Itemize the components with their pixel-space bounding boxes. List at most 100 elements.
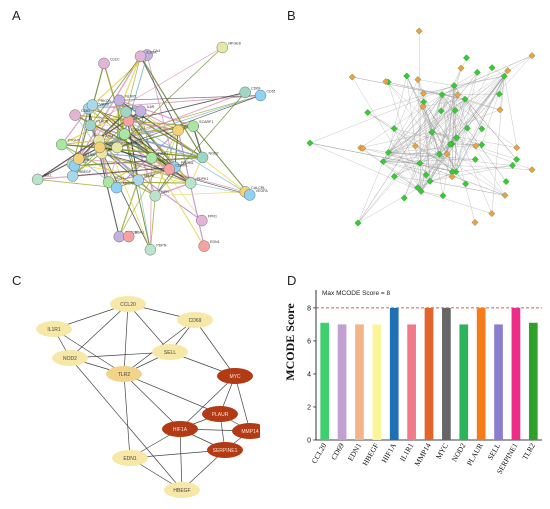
network-node: [120, 106, 132, 118]
hub-node-edn1: [112, 450, 148, 466]
network-node: [478, 125, 486, 133]
network-node: [110, 181, 123, 194]
network-edge: [439, 99, 466, 155]
network-edge: [415, 131, 432, 147]
network-node: [415, 27, 423, 35]
panel-label-a: A: [12, 8, 21, 23]
network-edge: [415, 145, 457, 172]
network-node: [443, 150, 451, 158]
network-edge: [430, 165, 513, 182]
network-edge: [455, 72, 478, 172]
network-node: [478, 141, 486, 149]
node-label: HBA1: [135, 231, 144, 235]
network-node: [463, 54, 470, 62]
network-edge: [394, 176, 431, 182]
network-edge: [388, 152, 431, 182]
hub-node-hif1a: [162, 421, 198, 437]
network-node: [94, 141, 106, 154]
network-edge: [417, 79, 422, 192]
network-edge: [179, 428, 183, 491]
network-edge: [423, 101, 453, 144]
network-node: [513, 155, 521, 163]
network-node: [243, 189, 256, 201]
network-edge: [72, 166, 175, 177]
network-edge: [431, 131, 506, 196]
network-edge: [388, 145, 416, 153]
network-edge: [234, 375, 251, 432]
network-edge: [140, 55, 204, 158]
network-edge: [99, 146, 203, 222]
network-edge: [383, 110, 442, 162]
network-node: [471, 219, 479, 226]
network-edge: [417, 79, 455, 86]
network-edge: [421, 191, 492, 214]
node-label: NPR: [161, 190, 169, 194]
node-label: FPR1: [208, 215, 217, 219]
network-edge: [441, 94, 453, 177]
network-edge: [441, 94, 466, 100]
network-edge: [101, 152, 191, 184]
network-edge: [74, 156, 203, 167]
network-node: [426, 177, 434, 185]
x-tick-label: IL1R1: [398, 441, 416, 463]
network-edge: [425, 76, 505, 175]
node-label: CLEC: [110, 57, 120, 61]
hub-node-serpine1: [207, 442, 243, 458]
network-node: [488, 64, 496, 72]
network-node: [400, 194, 408, 202]
network-node: [495, 90, 503, 98]
network-node: [187, 120, 199, 132]
network-edge: [417, 171, 457, 188]
network-edge: [140, 110, 250, 196]
network-node: [417, 188, 425, 195]
network-edge: [88, 54, 148, 110]
hub-node-label: MMP14: [241, 429, 258, 435]
network-node: [149, 190, 161, 202]
node-label: NLRP1: [125, 94, 137, 98]
network-node: [111, 141, 123, 154]
network-edge: [69, 303, 129, 359]
network-edge: [481, 76, 505, 145]
node-label: GPC3: [134, 115, 144, 119]
node-label: SCARF1: [199, 120, 213, 124]
network-edge: [75, 114, 129, 122]
network-node: [354, 219, 362, 227]
network-node: [528, 166, 536, 174]
network-edge: [88, 108, 129, 122]
panel-label-c: C: [12, 273, 22, 288]
network-edge: [61, 139, 100, 146]
network-edge: [78, 158, 175, 168]
network-b: [306, 27, 536, 227]
network-edge: [455, 128, 468, 172]
network-node: [462, 180, 469, 188]
network-edge: [451, 85, 455, 177]
network-edge: [417, 132, 433, 188]
network-edge: [103, 63, 139, 181]
network-edge: [504, 76, 517, 148]
hub-node-label: HBEGF: [173, 488, 190, 494]
network-edge: [455, 76, 505, 172]
network-edge: [499, 76, 505, 95]
node-label: CD63: [81, 109, 90, 113]
bar: [494, 324, 503, 440]
network-edge: [406, 75, 422, 192]
network-edge: [179, 375, 236, 430]
network-node: [196, 214, 208, 227]
network-node: [385, 149, 392, 156]
network-edge: [420, 154, 440, 192]
node-label: ACVR2B: [95, 103, 110, 107]
network-node: [72, 153, 85, 165]
node-label: PDPN: [156, 244, 166, 248]
network-node: [451, 107, 459, 114]
network-node: [122, 230, 135, 243]
network-edge: [431, 132, 444, 196]
network-edge: [421, 191, 444, 196]
network-node: [31, 173, 44, 186]
hub-node-label: SELL: [164, 350, 176, 356]
network-node: [134, 105, 147, 117]
network-edge: [404, 94, 443, 199]
hub-node-label: MYC: [229, 374, 241, 380]
network-edge: [101, 152, 152, 159]
network-node: [438, 91, 446, 98]
network-edge: [423, 75, 505, 94]
